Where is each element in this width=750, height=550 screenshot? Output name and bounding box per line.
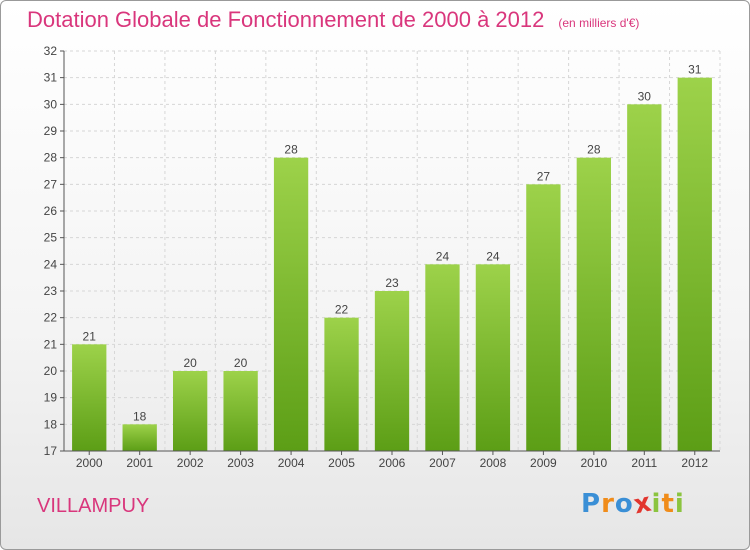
logo-letter: i — [674, 489, 685, 519]
logo-letter: t — [661, 489, 675, 519]
x-tick-label: 2008 — [480, 456, 507, 470]
x-tick-label: 2011 — [631, 456, 657, 470]
data-label: 24 — [436, 249, 450, 263]
y-tick-label: 28 — [44, 151, 58, 165]
bar — [324, 317, 359, 451]
x-tick-label: 2009 — [530, 456, 557, 470]
data-label: 24 — [486, 249, 500, 263]
data-label: 20 — [183, 356, 197, 370]
axes — [60, 50, 720, 455]
bar — [475, 264, 511, 451]
y-tick-labels: 17 18 19 20 21 22 23 24 25 26 27 28 29 30 31 32 — [44, 44, 58, 458]
chart-subtitle: (en milliers d'€) — [558, 16, 640, 30]
y-tick-label: 25 — [44, 231, 58, 245]
logo-letter: o — [614, 489, 634, 519]
x-tick-label: 2007 — [429, 456, 456, 470]
y-tick-label: 31 — [44, 71, 58, 85]
x-tick-label: 2006 — [379, 456, 406, 470]
y-tick-label: 30 — [44, 97, 58, 111]
y-tick-label: 18 — [44, 417, 58, 431]
y-tick-label: 22 — [44, 311, 58, 325]
bar — [72, 344, 107, 451]
y-tick-label: 21 — [44, 337, 58, 351]
y-tick-label: 26 — [44, 204, 58, 218]
y-tick-label: 17 — [44, 444, 58, 458]
data-label: 28 — [587, 143, 601, 157]
data-label: 21 — [83, 329, 97, 343]
y-tick-label: 29 — [44, 124, 58, 138]
bar — [374, 291, 410, 451]
x-tick-label: 2004 — [278, 456, 305, 470]
bar — [627, 104, 662, 451]
y-tick-label: 24 — [44, 257, 58, 271]
bar — [576, 157, 612, 451]
data-label: 31 — [688, 63, 702, 77]
data-label: 27 — [537, 169, 551, 183]
bar — [425, 264, 460, 451]
data-labels: 21 18 20 20 28 22 23 24 24 27 28 30 31 — [83, 63, 702, 424]
y-tick-label: 32 — [44, 44, 58, 58]
chart-title-text: Dotation Globale de Fonctionnement de 20… — [27, 7, 545, 32]
data-label: 20 — [234, 356, 248, 370]
x-tick-label: 2002 — [177, 456, 204, 470]
bar — [172, 371, 208, 451]
x-tick-label: 2012 — [681, 456, 708, 470]
proxiti-logo: Proxiti — [581, 487, 685, 520]
bars — [72, 77, 712, 452]
data-label: 28 — [284, 143, 298, 157]
y-tick-label: 23 — [44, 284, 58, 298]
y-tick-label: 20 — [44, 364, 58, 378]
x-tick-labels: 2000 2001 2002 2003 2004 2005 2006 2007 2008 2009… — [76, 456, 709, 470]
x-tick-label: 2003 — [227, 456, 254, 470]
x-tick-label: 2001 — [126, 456, 153, 470]
logo-letter: P — [581, 489, 602, 519]
logo-letter: r — [601, 489, 615, 519]
town-name: VILLAMPUY — [37, 495, 150, 517]
data-label: 30 — [638, 89, 652, 103]
y-tick-label: 19 — [44, 391, 58, 405]
data-label: 22 — [335, 303, 349, 317]
x-tick-label: 2005 — [328, 456, 355, 470]
bar — [122, 424, 157, 451]
bar — [273, 157, 309, 451]
chart-title: Dotation Globale de Fonctionnement de 20… — [27, 7, 639, 33]
x-tick-label: 2010 — [580, 456, 607, 470]
data-label: 23 — [385, 276, 399, 290]
data-label: 18 — [133, 409, 147, 423]
logo-letter: i — [651, 489, 662, 519]
y-tick-label: 27 — [44, 177, 58, 191]
bar — [223, 371, 258, 451]
x-tick-label: 2000 — [76, 456, 103, 470]
bar — [526, 184, 561, 452]
bar — [677, 77, 712, 452]
